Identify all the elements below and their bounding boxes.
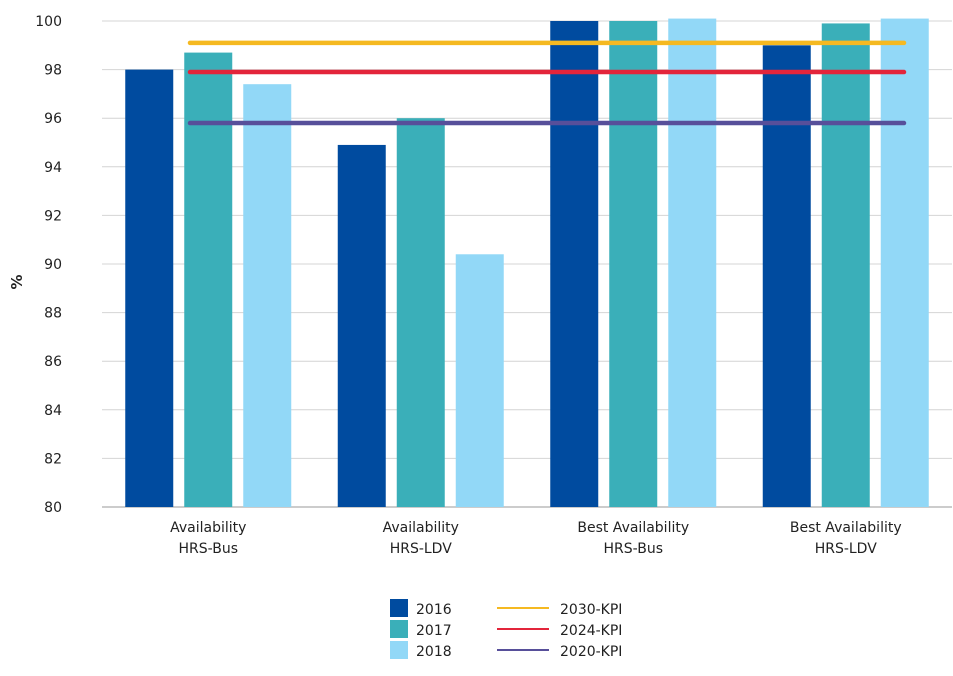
legend-label: 2024-KPI [560, 623, 622, 639]
y-tick-label: 96 [44, 111, 62, 127]
bar [243, 84, 292, 508]
legend-swatch [390, 620, 408, 638]
y-tick-label: 86 [44, 354, 62, 370]
x-tick-label: Best Availability [790, 520, 902, 536]
legend-label: 2020-KPI [560, 644, 622, 660]
x-tick-label: Availability [383, 520, 459, 536]
bar [550, 21, 599, 507]
y-tick-label: 92 [44, 208, 62, 224]
x-tick-label: Best Availability [577, 520, 689, 536]
y-axis-title: % [8, 274, 26, 289]
legend-label: 2018 [416, 644, 452, 660]
bar [184, 52, 233, 508]
bar [125, 69, 174, 507]
y-tick-label: 84 [44, 403, 62, 419]
bar [762, 45, 811, 508]
y-tick-label: 98 [44, 63, 62, 79]
bar [337, 144, 386, 507]
x-tick-label: HRS-Bus [604, 541, 663, 557]
y-tick-label: 100 [35, 14, 62, 30]
bar [455, 254, 504, 507]
x-tick-label: HRS-LDV [815, 541, 878, 557]
y-tick-label: 88 [44, 306, 62, 322]
x-tick-label: HRS-LDV [390, 541, 453, 557]
legend-label: 2016 [416, 602, 452, 618]
x-tick-label: Availability [170, 520, 246, 536]
bar [880, 18, 929, 507]
legend-label: 2017 [416, 623, 452, 639]
legend-swatch [390, 599, 408, 617]
bar [821, 23, 870, 508]
legend-swatch [390, 641, 408, 659]
y-tick-label: 90 [44, 257, 62, 273]
y-tick-label: 80 [44, 500, 62, 516]
y-tick-label: 82 [44, 451, 62, 467]
bar [609, 21, 658, 507]
legend-label: 2030-KPI [560, 602, 622, 618]
y-tick-label: 94 [44, 160, 62, 176]
bar [396, 118, 445, 507]
bar [668, 18, 717, 507]
x-tick-label: HRS-Bus [179, 541, 238, 557]
